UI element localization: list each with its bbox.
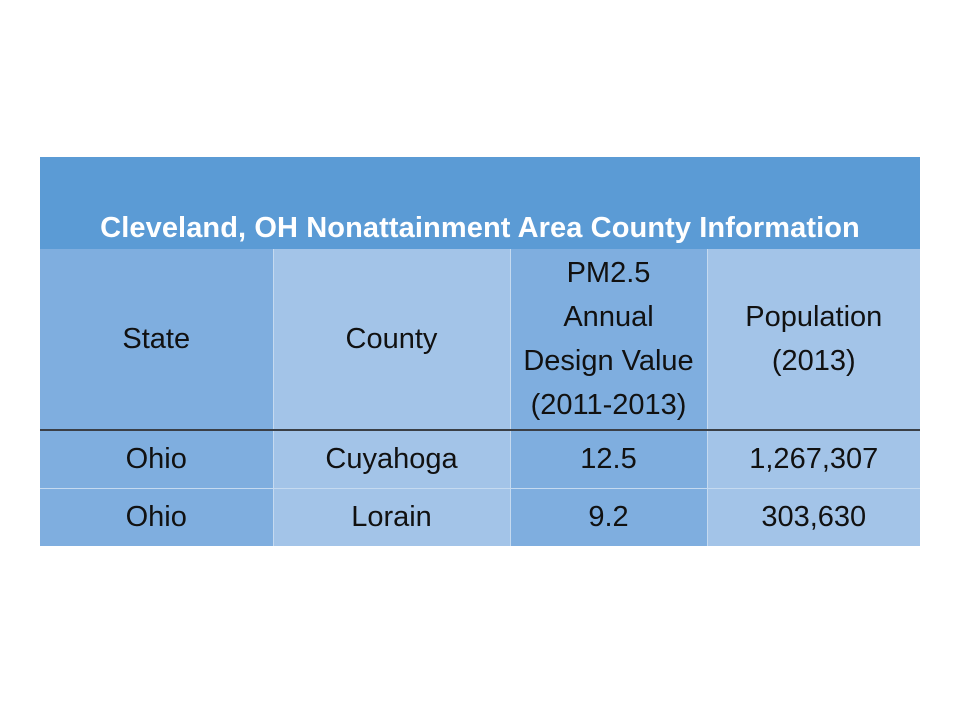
header-line: State [122,323,191,355]
header-line: PM2.5 [566,257,651,289]
cell-county: Cuyahoga [272,430,510,489]
header-county: County [272,249,510,431]
cell-county: Lorain [272,488,510,546]
header-line: (2011-2013) [530,389,687,421]
header-line: Population [745,301,883,333]
header-population: Population (2013) [706,249,921,431]
header-line: (2013) [771,345,856,377]
header-pm25-design-value: PM2.5 Annual Design Value (2011-2013) [509,249,707,431]
cell-state: Ohio [40,430,273,489]
table-row: Ohio Cuyahoga 12.5 1,267,307 [40,430,921,489]
header-line: Annual [563,301,654,333]
cell-design-value: 9.2 [509,488,707,546]
cell-population: 303,630 [706,488,921,546]
header-line: County [345,323,438,355]
table-title: Cleveland, OH Nonattainment Area County … [40,157,921,249]
table-title-row: Cleveland, OH Nonattainment Area County … [40,157,921,249]
header-state: State [40,249,273,431]
cell-design-value: 12.5 [509,430,707,489]
table-header-row: State County PM2.5 Annual Design Value (… [40,249,921,431]
table-row: Ohio Lorain 9.2 303,630 [40,488,921,546]
county-info-table: Cleveland, OH Nonattainment Area County … [40,157,921,546]
header-line: Design Value [523,345,694,377]
cell-state: Ohio [40,488,273,546]
cell-population: 1,267,307 [706,430,921,489]
